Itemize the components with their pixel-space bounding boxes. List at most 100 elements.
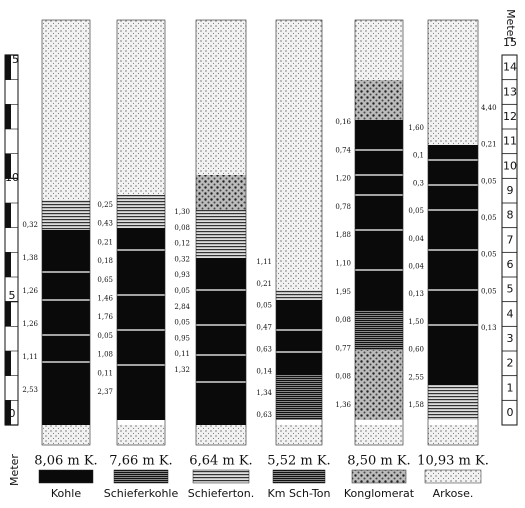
column-outline	[427, 19, 479, 446]
legend-label: Konglomerat	[344, 487, 415, 500]
thickness-label: 10,93 m K.	[417, 454, 489, 469]
legend-label: Arkose.	[433, 487, 474, 500]
thickness-label: 6,64 m K.	[189, 454, 252, 469]
layer-label: 0,05	[174, 319, 190, 327]
layer-label: 2,55	[408, 373, 424, 381]
stratum	[196, 20, 246, 175]
layer-label: 0,65	[97, 276, 113, 284]
thickness-label: 8,50 m K.	[347, 454, 410, 469]
layer-label: 0,32	[174, 255, 190, 263]
layer-label: 1,50	[408, 318, 424, 326]
scale-block	[5, 252, 11, 277]
scale-block	[5, 55, 11, 80]
scale-label: 3	[507, 332, 514, 345]
stratum	[428, 385, 478, 420]
column-outline	[41, 19, 91, 446]
scale-label: 9	[507, 184, 514, 197]
layer-label: 0,60	[408, 346, 424, 354]
scale-label: 15	[503, 36, 517, 49]
layer-label: 1,34	[256, 389, 272, 397]
layer-label: 0,13	[481, 324, 497, 332]
scale-block	[5, 351, 11, 376]
stratum	[428, 145, 478, 385]
scale-block	[5, 104, 11, 129]
layer-label: 1,58	[408, 401, 424, 409]
legend-label: Schieferkohle	[104, 487, 179, 500]
layer-label: 1,46	[97, 295, 113, 303]
layer-label: 0,3	[413, 179, 424, 187]
layer-label: 1,32	[174, 366, 190, 374]
scale-block	[5, 203, 11, 228]
stratum	[117, 425, 165, 445]
stratum	[117, 228, 165, 420]
layer-label: 0,95	[174, 334, 190, 342]
stratum	[355, 80, 403, 120]
scale-label: 0	[507, 406, 514, 419]
layer-label: 0,04	[408, 263, 424, 271]
layer-label: 1,95	[335, 288, 351, 296]
legend-label: Kohle	[51, 487, 81, 500]
column-outline	[116, 19, 166, 446]
layer-label: 0,05	[174, 287, 190, 295]
scale-label: 10	[5, 171, 19, 184]
scale-label: 4	[507, 307, 514, 320]
layer-label: 0,05	[481, 287, 497, 295]
scale-label: 2	[507, 357, 514, 370]
layer-label: 1,76	[97, 313, 113, 321]
layer-label: 2,53	[22, 386, 38, 394]
stratum	[355, 120, 403, 310]
stratum	[42, 230, 90, 425]
layer-label: 0,21	[97, 238, 113, 246]
scale-label: 5	[9, 289, 16, 302]
layer-label: 0,93	[174, 271, 190, 279]
scale-label: 8	[507, 209, 514, 222]
layer-label: 0,25	[97, 201, 113, 209]
layer-label: 1,26	[22, 320, 38, 328]
layer-label: 0,14	[256, 367, 272, 375]
layer-label: 1,60	[408, 124, 424, 132]
legend-swatch	[351, 469, 407, 484]
scale-label: 0	[9, 407, 16, 420]
layer-label: 0,77	[335, 344, 351, 352]
stratum	[355, 20, 403, 80]
layer-label: 0,08	[174, 224, 190, 232]
layer-label: 1,08	[97, 351, 113, 359]
legend-swatch	[272, 469, 326, 484]
stratum	[355, 425, 403, 445]
stratum	[276, 425, 322, 445]
layer-label: 0,04	[408, 235, 424, 243]
layer-label: 0,11	[97, 369, 113, 377]
legend-label: Schieferton.	[188, 487, 255, 500]
layer-label: 1,88	[335, 231, 351, 239]
layer-label: 0,11	[174, 350, 190, 358]
layer-label: 0,16	[335, 118, 351, 126]
layer-label: 1,11	[22, 353, 38, 361]
layer-label: 0,05	[256, 302, 272, 310]
thickness-label: 8,06 m K.	[34, 454, 97, 469]
stratum	[117, 195, 165, 228]
stratum	[355, 310, 403, 350]
scale-label: 1	[507, 381, 514, 394]
stratum	[42, 20, 90, 200]
stratum	[196, 175, 246, 210]
stratum	[117, 20, 165, 195]
layer-label: 2,37	[97, 388, 113, 396]
layer-label: 0,13	[408, 290, 424, 298]
scale-label: 11	[503, 135, 517, 148]
scale-label: 14	[503, 61, 517, 74]
stratum	[196, 425, 246, 445]
column-outline	[275, 19, 323, 446]
layer-label: 0,21	[256, 280, 272, 288]
scale-label: 13	[503, 85, 517, 98]
layer-label: 1,38	[22, 254, 38, 262]
scale-label: 6	[507, 258, 514, 271]
thickness-label: 7,66 m K.	[109, 454, 172, 469]
layer-label: 1,20	[335, 175, 351, 183]
legend-swatch	[192, 469, 250, 484]
layer-label: 0,12	[174, 240, 190, 248]
layer-label: 1,36	[335, 401, 351, 409]
layer-label: 0,63	[256, 345, 272, 353]
layer-label: 1,30	[174, 208, 190, 216]
layer-label: 1,10	[335, 260, 351, 268]
left-unit: Meter	[8, 454, 21, 486]
